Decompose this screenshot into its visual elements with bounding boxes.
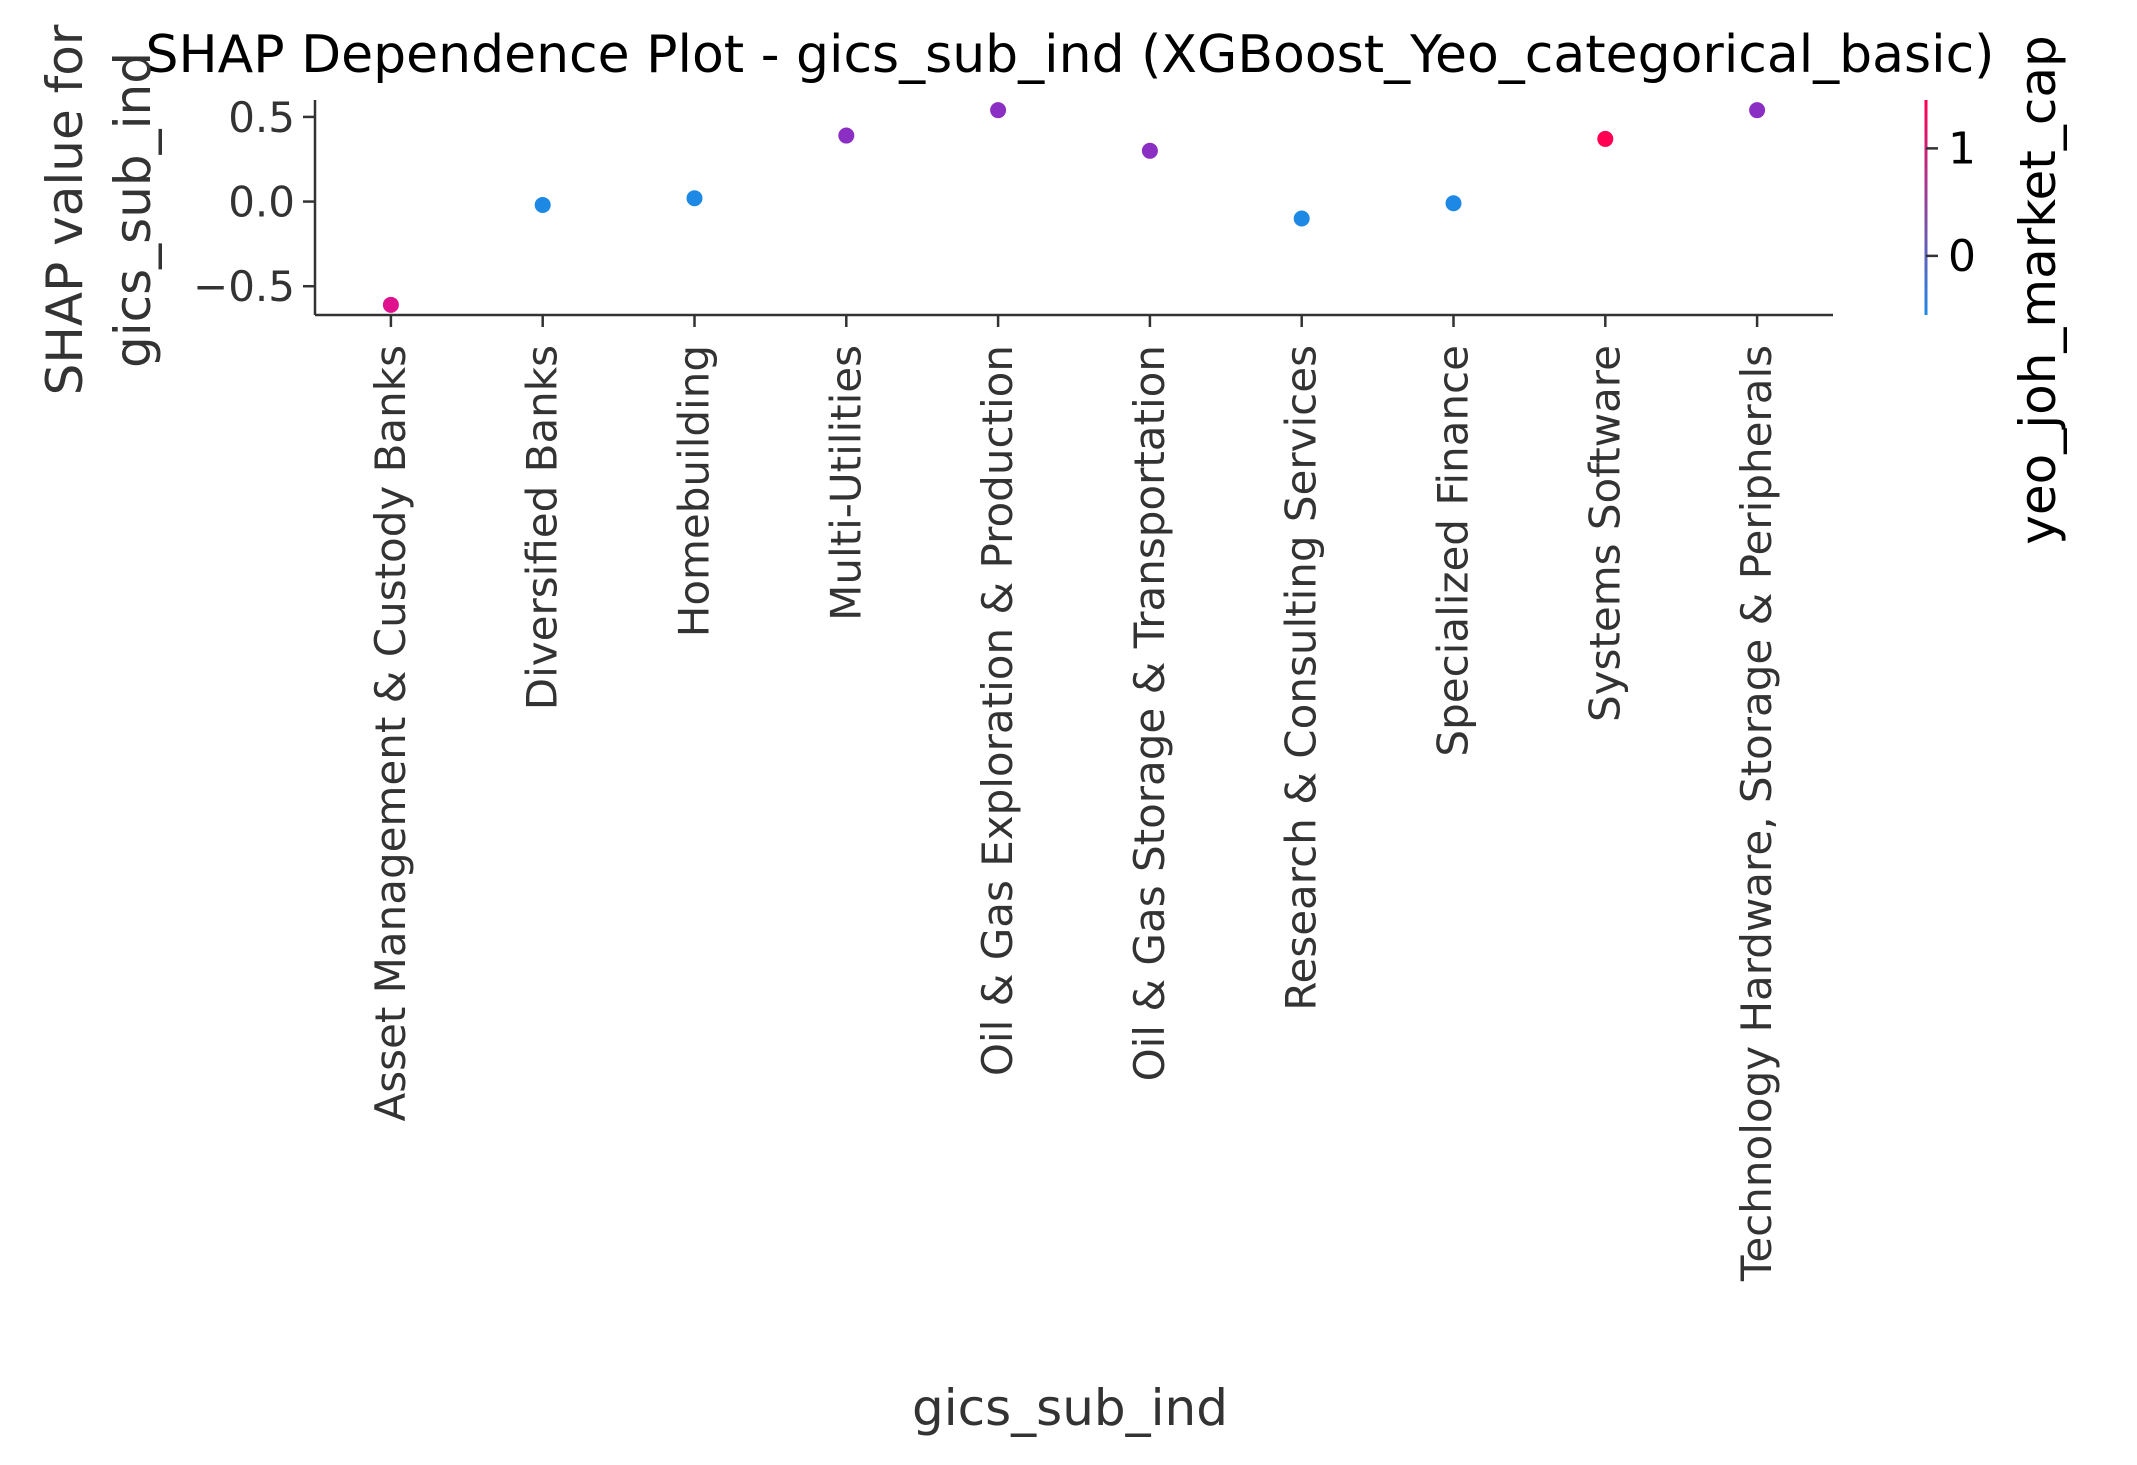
x-tick-label: Oil & Gas Storage & Transportation (1125, 345, 1174, 1081)
x-tick-label: Systems Software (1580, 345, 1629, 722)
y-tick-label: 0.5 (228, 93, 295, 142)
y-axis-label: SHAP value for gics_sub_ind (36, 24, 162, 395)
data-point (990, 102, 1007, 119)
x-tick-label: Research & Consulting Services (1277, 345, 1326, 1011)
data-point (382, 296, 399, 313)
y-axis-ticks: 0.5 0.0 −0.5 (193, 93, 315, 311)
colorbar-tick-label: 1 (1948, 123, 1976, 174)
data-point (534, 196, 551, 213)
x-tick-label: Multi-Utilities (821, 345, 870, 621)
x-axis-label: gics_sub_ind (912, 1379, 1228, 1437)
chart-title: SHAP Dependence Plot - gics_sub_ind (XGB… (146, 25, 1995, 85)
data-point (1749, 102, 1766, 119)
data-point (1445, 195, 1462, 212)
colorbar: 10 (1924, 100, 1976, 315)
x-tick-label: Specialized Finance (1429, 345, 1478, 757)
data-point (1597, 130, 1614, 147)
data-point (686, 190, 703, 207)
x-tick-label: Oil & Gas Exploration & Production (973, 345, 1022, 1076)
x-tick-label: Asset Management & Custody Banks (366, 345, 415, 1122)
x-axis-ticks: Asset Management & Custody Banks Diversif… (366, 315, 1781, 1282)
colorbar-gradient (1924, 100, 1928, 315)
x-tick-label: Technology Hardware, Storage & Periphera… (1732, 345, 1781, 1282)
x-tick-label: Homebuilding (670, 345, 719, 637)
y-tick-label: −0.5 (193, 262, 295, 311)
colorbar-tick-label: 0 (1948, 231, 1976, 282)
data-point (838, 127, 855, 144)
data-point (1293, 210, 1310, 227)
scatter-points (382, 102, 1766, 313)
y-axis-label-line-2: gics_sub_ind (104, 52, 162, 368)
y-tick-label: 0.0 (228, 178, 295, 227)
y-axis-label-line-1: SHAP value for (36, 24, 94, 395)
plot-axes (313, 100, 1833, 317)
colorbar-label: yeo_joh_market_cap (2009, 35, 2067, 544)
x-tick-label: Diversified Banks (518, 345, 567, 710)
data-point (1141, 142, 1158, 159)
